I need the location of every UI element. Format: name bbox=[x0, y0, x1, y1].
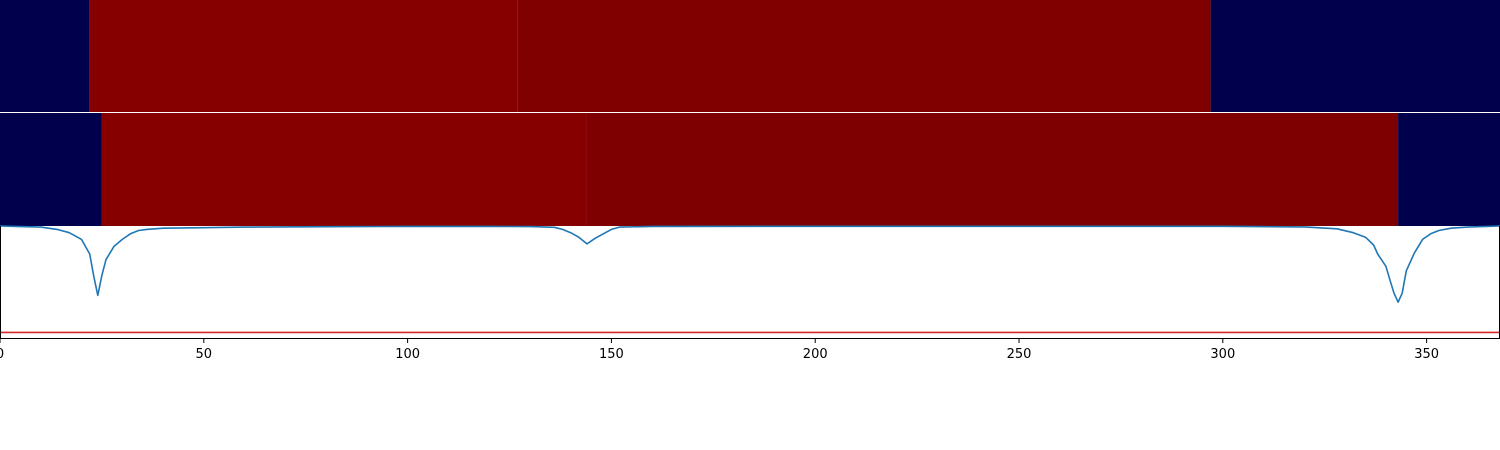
x-axis: 0 50 100 150 200 250 300 350 bbox=[0, 338, 1439, 362]
heatmap-cell-middle-2 bbox=[586, 113, 1399, 226]
heatmap-cell-middle-1 bbox=[101, 113, 587, 226]
x-tick-label: 50 bbox=[196, 347, 213, 362]
line-panel bbox=[0, 225, 1500, 339]
line-panel-background bbox=[0, 226, 1500, 338]
heatmap-panel-top bbox=[0, 0, 1500, 112]
heatmap-cell-top-2 bbox=[517, 0, 1211, 112]
x-tick-label: 300 bbox=[1210, 347, 1235, 362]
x-tick-label: 0 bbox=[0, 347, 4, 362]
heatmap-cell-top-3 bbox=[1210, 0, 1500, 112]
heatmap-cell-top-0 bbox=[0, 0, 90, 112]
heatmap-cell-middle-3 bbox=[1398, 113, 1500, 226]
x-tick-label: 100 bbox=[395, 347, 420, 362]
series-line-0 bbox=[0, 225, 1500, 304]
x-tick-label: 250 bbox=[1007, 347, 1032, 362]
heatmap-cell-top-1 bbox=[89, 0, 518, 112]
x-tick-label: 150 bbox=[599, 347, 624, 362]
heatmap-panel-middle bbox=[0, 112, 1500, 226]
x-tick-label: 350 bbox=[1414, 347, 1439, 362]
heatmap-cell-middle-0 bbox=[0, 113, 102, 226]
x-tick-label: 200 bbox=[803, 347, 828, 362]
